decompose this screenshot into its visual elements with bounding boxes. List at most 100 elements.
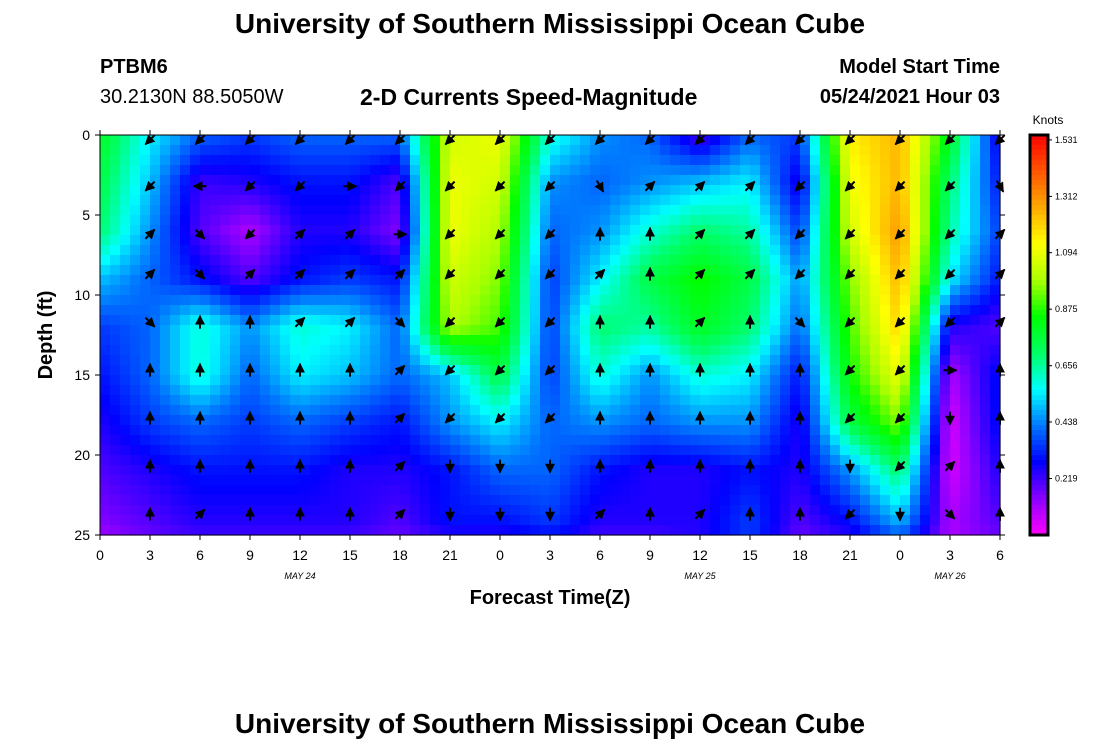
heatmap-cell (800, 295, 811, 306)
heatmap-cell (420, 395, 431, 406)
heatmap-cell (760, 395, 771, 406)
heatmap-cell (620, 165, 631, 176)
heatmap-cell (860, 475, 871, 486)
heatmap-cell (750, 465, 761, 476)
heatmap-cell (230, 155, 241, 166)
heatmap-cell (470, 375, 481, 386)
heatmap-cell (820, 165, 831, 176)
heatmap-cell (250, 255, 261, 266)
current-vector-arrow (244, 268, 256, 280)
heatmap-cell (630, 295, 641, 306)
current-vector-arrow (444, 412, 456, 424)
heatmap-cell (250, 145, 261, 156)
current-vector-arrow (794, 268, 806, 280)
heatmap-cell (470, 305, 481, 316)
heatmap-cell (380, 205, 391, 216)
heatmap-cell (200, 415, 211, 426)
heatmap-cell (760, 445, 771, 456)
heatmap-cell (450, 515, 461, 526)
heatmap-cell (730, 375, 741, 386)
heatmap-cell (460, 505, 471, 516)
heatmap-cell (550, 475, 561, 486)
heatmap-cell (490, 455, 501, 466)
heatmap-cell (680, 355, 691, 366)
heatmap-cell (490, 495, 501, 506)
heatmap-cell (580, 475, 591, 486)
heatmap-cell (870, 225, 881, 236)
heatmap-cell (350, 135, 361, 146)
heatmap-cell (590, 275, 601, 286)
heatmap-cell (230, 205, 241, 216)
heatmap-cell (810, 445, 821, 456)
heatmap-cell (460, 295, 471, 306)
colorbar-segment (1030, 180, 1048, 186)
heatmap-cell (850, 405, 861, 416)
heatmap-cell (930, 435, 941, 446)
heatmap-cell (100, 225, 111, 236)
heatmap-cell (950, 275, 961, 286)
heatmap-cell (360, 255, 371, 266)
heatmap-cell (250, 305, 261, 316)
heatmap-cell (740, 275, 751, 286)
heatmap-cell (340, 435, 351, 446)
heatmap-cell (310, 475, 321, 486)
heatmap-cell (180, 305, 191, 316)
heatmap-cell (550, 455, 561, 466)
heatmap-cell (370, 305, 381, 316)
heatmap-cell (950, 195, 961, 206)
heatmap-cell (610, 525, 621, 536)
heatmap-cell (190, 435, 201, 446)
heatmap-cell (590, 475, 601, 486)
heatmap-cell (530, 285, 541, 296)
heatmap-cell (860, 485, 871, 496)
heatmap-cell (700, 355, 711, 366)
heatmap-cell (660, 375, 671, 386)
heatmap-cell (620, 445, 631, 456)
heatmap-cell (720, 165, 731, 176)
heatmap-cell (830, 435, 841, 446)
heatmap-cell (830, 165, 841, 176)
heatmap-cell (480, 425, 491, 436)
heatmap-cell (620, 175, 631, 186)
colorbar-segment (1030, 195, 1048, 201)
current-vector-arrow (894, 228, 906, 240)
heatmap-cell (930, 455, 941, 466)
heatmap-cell (880, 305, 891, 316)
current-vector-arrow (294, 180, 306, 192)
heatmap-cell (840, 445, 851, 456)
heatmap-cell (380, 375, 391, 386)
heatmap-cell (750, 475, 761, 486)
heatmap-cell (120, 395, 131, 406)
heatmap-cell (710, 375, 721, 386)
heatmap-cell (930, 345, 941, 356)
heatmap-cell (150, 215, 161, 226)
heatmap-cell (770, 465, 781, 476)
heatmap-cell (930, 205, 941, 216)
heatmap-cell (180, 235, 191, 246)
heatmap-cell (520, 495, 531, 506)
x-tick-label: 18 (392, 547, 408, 563)
heatmap-cell (740, 435, 751, 446)
heatmap-cell (960, 265, 971, 276)
heatmap-cell (440, 275, 451, 286)
heatmap-cell (580, 455, 591, 466)
heatmap-cell (180, 205, 191, 216)
heatmap-cell (220, 475, 231, 486)
heatmap-cell (570, 205, 581, 216)
heatmap-cell (610, 375, 621, 386)
heatmap-cell (450, 185, 461, 196)
colorbar-segment (1030, 185, 1048, 191)
heatmap-cell (880, 495, 891, 506)
heatmap-cell (170, 365, 181, 376)
heatmap-cell (870, 495, 881, 506)
heatmap-cell (230, 505, 241, 516)
heatmap-cell (810, 305, 821, 316)
heatmap-cell (140, 305, 151, 316)
heatmap-cell (550, 155, 561, 166)
heatmap-cell (300, 435, 311, 446)
heatmap-cell (750, 245, 761, 256)
heatmap-cell (490, 155, 501, 166)
heatmap-cell (630, 525, 641, 536)
heatmap-cell (800, 485, 811, 496)
heatmap-cell (460, 305, 471, 316)
